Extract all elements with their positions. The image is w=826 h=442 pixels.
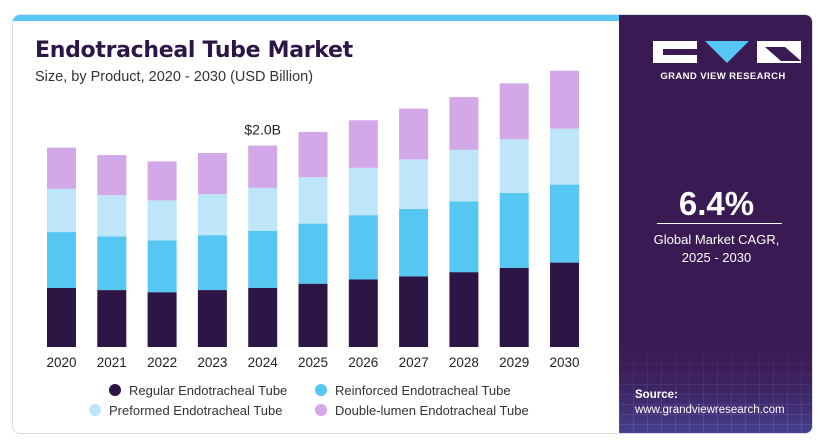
bar-preformed-2020 [47,188,76,232]
bar-preformed-2030 [550,128,579,185]
chart-panel: Endotracheal Tube Market Size, by Produc… [13,15,619,433]
decorative-grid [619,335,812,433]
bar-regular-2024 [248,287,278,347]
bar-regular-2021 [97,290,127,347]
bar-reinforced-2024 [248,231,278,288]
legend-swatch-preformed [89,404,101,416]
x-tick-label-2023: 2023 [197,355,227,370]
total-annotation-2024: $2.0B [244,122,281,138]
legend-item-reinforced: Reinforced Endotracheal Tube [315,382,511,398]
x-tick-label-2025: 2025 [298,355,328,370]
bar-preformed-2024 [248,187,278,231]
chart-subtitle: Size, by Product, 2020 - 2030 (USD Billi… [35,69,314,85]
bar-reinforced-2020 [47,232,76,288]
bar-reinforced-2029 [499,193,529,268]
source-block: Source: www.grandviewresearch.com [635,388,785,418]
bar-double-lumen-2027 [399,108,429,160]
cagr-label-line2: 2025 - 2030 [681,250,752,265]
bar-double-lumen-2021 [97,155,127,196]
cagr-label-line1: Global Market CAGR, [653,232,780,247]
legend: Regular Endotracheal Tube Reinforced End… [13,378,619,428]
bar-double-lumen-2024 [248,145,278,188]
grand-view-research-logo [653,41,801,63]
bar-preformed-2028 [449,149,479,202]
x-tick-label-2028: 2028 [449,355,479,370]
bar-double-lumen-2029 [499,83,529,140]
bar-regular-2030 [550,262,579,347]
bar-regular-2028 [449,272,479,347]
legend-item-double-lumen: Double-lumen Endotracheal Tube [315,402,529,418]
source-url[interactable]: www.grandviewresearch.com [635,404,785,416]
bar-regular-2020 [47,287,76,347]
bar-preformed-2027 [399,159,429,209]
bar-preformed-2025 [298,177,328,224]
bar-preformed-2029 [499,139,529,194]
stacked-bar-chart: 2020 2021 2022 2023 2024 $2.0B 2025 2026 2027 202… [46,70,580,370]
bar-reinforced-2026 [348,215,378,280]
legend-swatch-regular [109,384,121,396]
bar-double-lumen-2020 [47,147,76,189]
bar-preformed-2022 [147,200,177,241]
legend-label-regular: Regular Endotracheal Tube [129,382,288,398]
bar-regular-2027 [399,276,429,347]
legend-swatch-reinforced [315,384,327,396]
bar-reinforced-2023 [197,235,227,290]
x-tick-label-2024: 2024 [248,355,279,370]
legend-label-reinforced: Reinforced Endotracheal Tube [335,382,511,398]
cagr-divider [657,223,782,224]
bar-reinforced-2027 [399,208,429,277]
bar-regular-2026 [348,279,378,347]
bar-double-lumen-2022 [147,161,177,201]
bar-double-lumen-2025 [298,131,328,178]
chart-title: Endotracheal Tube Market [35,38,353,63]
legend-swatch-double-lumen [315,404,327,416]
legend-label-preformed: Preformed Endotracheal Tube [109,402,283,418]
side-panel: GRAND VIEW RESEARCH 6.4% Global Market C… [619,15,812,433]
x-tick-label-2020: 2020 [46,355,76,370]
bar-preformed-2026 [348,167,378,216]
x-tick-label-2029: 2029 [499,355,529,370]
x-tick-label-2022: 2022 [147,355,177,370]
bar-regular-2022 [147,292,177,347]
x-tick-label-2026: 2026 [348,355,378,370]
bar-preformed-2023 [197,194,227,236]
accent-bar [13,15,619,21]
x-tick-label-2021: 2021 [97,355,127,370]
infographic-card: Endotracheal Tube Market Size, by Produc… [12,14,813,434]
bar-double-lumen-2026 [348,120,378,168]
cagr-label: Global Market CAGR, 2025 - 2030 [619,231,812,267]
bar-reinforced-2030 [550,184,579,263]
bar-reinforced-2025 [298,223,328,284]
bar-regular-2029 [499,267,529,347]
bar-regular-2025 [298,283,328,347]
bar-double-lumen-2030 [550,70,579,129]
bar-regular-2023 [197,290,227,347]
legend-item-regular: Regular Endotracheal Tube [109,382,287,398]
brand-name: GRAND VIEW RESEARCH [660,71,786,82]
bar-double-lumen-2023 [197,153,227,195]
bar-preformed-2021 [97,195,127,237]
legend-item-preformed: Preformed Endotracheal Tube [89,402,282,418]
bar-reinforced-2021 [97,236,127,291]
x-tick-label-2027: 2027 [399,355,429,370]
bar-reinforced-2022 [147,240,177,293]
legend-label-double-lumen: Double-lumen Endotracheal Tube [335,402,529,418]
cagr-value: 6.4% [678,185,755,222]
bar-double-lumen-2028 [449,97,479,150]
source-label: Source: [635,389,678,401]
x-tick-label-2030: 2030 [549,355,579,370]
bar-reinforced-2028 [449,201,479,273]
